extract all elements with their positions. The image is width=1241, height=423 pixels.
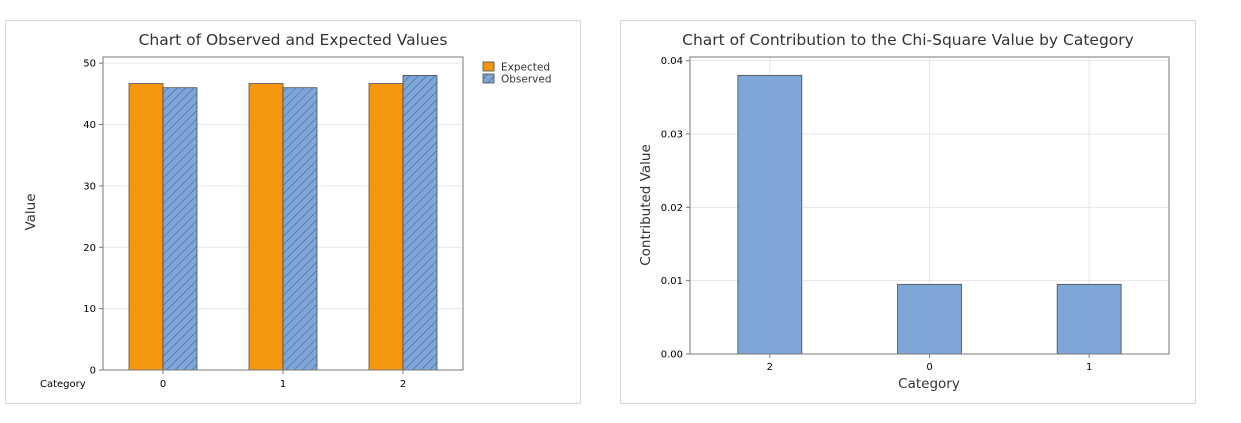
chart1-bar-observed-cat-1	[282, 87, 318, 371]
chart1-bar-observed-cat-0	[162, 87, 198, 371]
chart2-y-tick-label: 0.01	[661, 276, 683, 287]
chi-square-contribution-chart-panel: Chart of Contribution to the Chi-Square …	[620, 20, 1196, 404]
chart1-bar-expected-cat-1	[248, 83, 284, 371]
chart2-bar-cat-1	[1056, 283, 1122, 355]
chart1-x-tick-label: 1	[280, 379, 286, 390]
chart1-x-tick-label: 2	[400, 379, 406, 390]
chart1-bar-observed-cat-2	[402, 75, 438, 371]
chart1-y-tick-label: 10	[83, 304, 96, 315]
chart1-y-tick-label: 0	[90, 366, 96, 377]
chart1-x-ticks: 0 1 2	[160, 370, 406, 390]
chart1-bar-expected-cat-0	[128, 83, 164, 371]
chart1-title: Chart of Observed and Expected Values	[139, 31, 448, 49]
chart2-x-tick-label: 2	[767, 362, 773, 373]
chart1-y-tick-label: 40	[83, 120, 96, 131]
chart2-y-tick-label: 0.04	[661, 56, 683, 67]
chart1-bar-expected-cat-2	[368, 83, 404, 371]
chart1-legend-swatch-observed	[482, 73, 495, 84]
chart2-x-ticks: 2 0 1	[767, 354, 1092, 373]
chart2-y-tick-label: 0.00	[661, 350, 683, 361]
observed-expected-chart: Chart of Observed and Expected Values 0 1…	[23, 31, 552, 390]
chart1-y-axis-label: Value	[23, 193, 39, 230]
chart1-y-tick-label: 30	[83, 181, 96, 192]
chart2-y-axis-label: Contributed Value	[638, 144, 654, 266]
chart2-x-axis-label: Category	[898, 376, 960, 392]
chart2-y-tick-label: 0.03	[661, 130, 683, 141]
chart1-x-tick-label: 0	[160, 379, 166, 390]
observed-expected-chart-panel: Chart of Observed and Expected Values 0 1…	[5, 20, 581, 404]
chart2-bars	[737, 74, 1122, 355]
chart2-y-tick-label: 0.02	[661, 203, 683, 214]
chart2-x-tick-label: 1	[1086, 362, 1092, 373]
chart2-y-ticks: 0.00 0.01 0.02 0.03 0.04	[661, 56, 690, 361]
chart1-legend-swatch-expected	[482, 61, 495, 72]
chart1-legend-label-observed: Observed	[501, 74, 552, 86]
chart1-legend-label-expected: Expected	[501, 62, 550, 74]
chart1-y-tick-label: 20	[83, 243, 96, 254]
chi-square-contribution-chart: Chart of Contribution to the Chi-Square …	[638, 31, 1170, 392]
chart2-bar-cat-2	[737, 74, 803, 355]
chart2-title: Chart of Contribution to the Chi-Square …	[682, 31, 1134, 49]
chart2-bar-cat-0	[897, 283, 962, 355]
chart1-x-axis-label: Category	[40, 379, 86, 390]
chart1-bars	[128, 75, 438, 371]
chart1-y-ticks: 0 10 20 30 40 50	[83, 59, 103, 377]
chart1-y-tick-label: 50	[83, 59, 96, 70]
chart2-x-tick-label: 0	[926, 362, 932, 373]
